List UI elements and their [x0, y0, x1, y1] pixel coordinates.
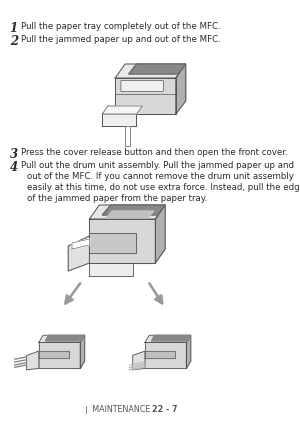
Polygon shape — [27, 351, 39, 370]
Polygon shape — [129, 64, 186, 74]
Text: out of the MFC. If you cannot remove the drum unit assembly: out of the MFC. If you cannot remove the… — [26, 172, 293, 181]
Polygon shape — [39, 335, 85, 343]
Text: 2: 2 — [10, 35, 18, 48]
Polygon shape — [102, 106, 142, 114]
Polygon shape — [39, 343, 80, 368]
Polygon shape — [89, 233, 136, 253]
Polygon shape — [125, 126, 130, 146]
Polygon shape — [176, 64, 186, 114]
Text: 3: 3 — [10, 148, 18, 161]
Polygon shape — [68, 236, 89, 271]
Polygon shape — [89, 263, 133, 276]
Polygon shape — [89, 205, 165, 219]
Text: Pull out the drum unit assembly. Pull the jammed paper up and: Pull out the drum unit assembly. Pull th… — [21, 161, 294, 170]
Polygon shape — [102, 114, 136, 126]
Polygon shape — [72, 239, 89, 249]
Text: Pull the paper tray completely out of the MFC.: Pull the paper tray completely out of th… — [21, 22, 221, 31]
FancyBboxPatch shape — [121, 81, 163, 92]
Polygon shape — [39, 351, 69, 358]
Polygon shape — [80, 335, 85, 368]
Text: 1: 1 — [10, 22, 18, 35]
Polygon shape — [145, 351, 176, 358]
Text: 4: 4 — [10, 161, 18, 174]
Polygon shape — [45, 335, 85, 341]
Polygon shape — [145, 343, 186, 368]
Polygon shape — [102, 205, 165, 215]
Text: ❘ MAINTENANCE: ❘ MAINTENANCE — [83, 405, 150, 414]
Polygon shape — [89, 219, 155, 263]
Polygon shape — [152, 335, 191, 341]
Polygon shape — [155, 205, 165, 263]
Text: easily at this time, do not use extra force. Instead, pull the edge: easily at this time, do not use extra fo… — [26, 183, 300, 192]
Polygon shape — [186, 335, 191, 368]
Text: Pull the jammed paper up and out of the MFC.: Pull the jammed paper up and out of the … — [21, 35, 221, 44]
Polygon shape — [115, 64, 186, 78]
Text: 22 - 7: 22 - 7 — [152, 405, 177, 414]
Text: of the jammed paper from the paper tray.: of the jammed paper from the paper tray. — [26, 194, 207, 203]
Polygon shape — [106, 211, 154, 218]
Polygon shape — [115, 78, 176, 114]
Text: Press the cover release button and then open the front cover.: Press the cover release button and then … — [21, 148, 288, 157]
Polygon shape — [145, 335, 191, 343]
Polygon shape — [133, 351, 145, 370]
